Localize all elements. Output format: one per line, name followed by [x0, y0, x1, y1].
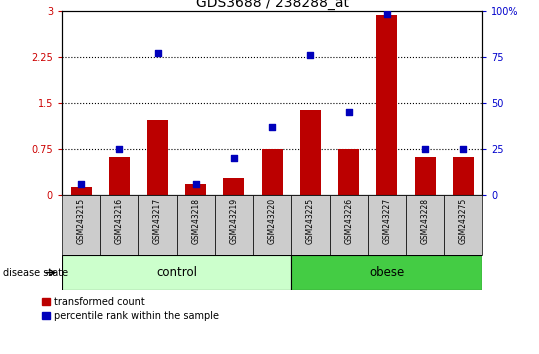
- Bar: [109, 157, 130, 195]
- Text: GSM243217: GSM243217: [153, 198, 162, 244]
- Text: GSM243219: GSM243219: [230, 198, 238, 244]
- Text: GSM243228: GSM243228: [420, 198, 430, 244]
- Text: GSM243218: GSM243218: [191, 198, 201, 244]
- Text: control: control: [156, 266, 197, 279]
- Text: GSM243226: GSM243226: [344, 198, 353, 244]
- Point: [383, 11, 391, 17]
- Text: GSM243225: GSM243225: [306, 198, 315, 244]
- Point: [268, 124, 277, 130]
- Bar: [444, 195, 482, 255]
- Text: disease state: disease state: [3, 268, 68, 278]
- Point: [306, 52, 315, 58]
- Point: [153, 50, 162, 56]
- Bar: [291, 255, 482, 290]
- Bar: [329, 195, 368, 255]
- Bar: [139, 195, 177, 255]
- Bar: [177, 195, 215, 255]
- Text: GSM243275: GSM243275: [459, 198, 468, 244]
- Bar: [185, 184, 206, 195]
- Legend: transformed count, percentile rank within the sample: transformed count, percentile rank withi…: [40, 295, 222, 323]
- Bar: [224, 177, 245, 195]
- Bar: [62, 195, 100, 255]
- Bar: [262, 149, 283, 195]
- Bar: [453, 157, 474, 195]
- Bar: [253, 195, 291, 255]
- Point: [115, 146, 123, 152]
- Bar: [376, 15, 397, 195]
- Text: GSM243227: GSM243227: [382, 198, 391, 244]
- Point: [421, 146, 430, 152]
- Bar: [406, 195, 444, 255]
- Bar: [368, 195, 406, 255]
- Bar: [62, 255, 291, 290]
- Bar: [300, 110, 321, 195]
- Point: [191, 181, 200, 187]
- Bar: [291, 195, 329, 255]
- Bar: [147, 120, 168, 195]
- Text: obese: obese: [369, 266, 404, 279]
- Bar: [71, 187, 92, 195]
- Text: GSM243215: GSM243215: [77, 198, 86, 244]
- Bar: [414, 157, 436, 195]
- Bar: [338, 149, 359, 195]
- Point: [77, 181, 85, 187]
- Point: [230, 155, 238, 161]
- Bar: [100, 195, 139, 255]
- Title: GDS3688 / 238288_at: GDS3688 / 238288_at: [196, 0, 349, 10]
- Point: [459, 146, 468, 152]
- Point: [344, 109, 353, 115]
- Text: GSM243220: GSM243220: [268, 198, 277, 244]
- Bar: [215, 195, 253, 255]
- Text: GSM243216: GSM243216: [115, 198, 124, 244]
